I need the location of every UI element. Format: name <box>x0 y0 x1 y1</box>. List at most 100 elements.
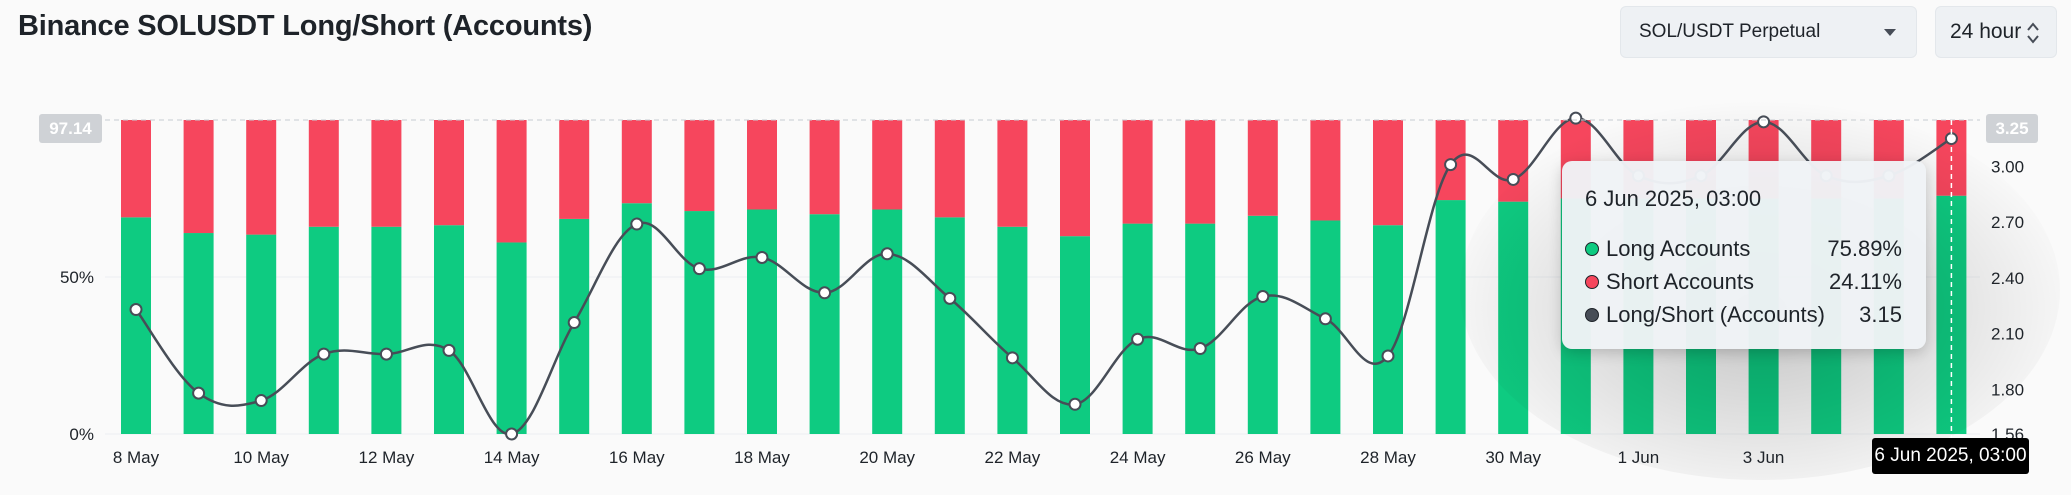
long-bar <box>684 211 715 434</box>
x-tick-label: 10 May <box>233 448 289 467</box>
y-right-tick-label: 2.10 <box>1991 325 2024 344</box>
long-bar <box>183 233 214 434</box>
chevron-down-icon <box>1884 29 1896 36</box>
tooltip: 6 Jun 2025, 03:00 Long Accounts 75.89% S… <box>1562 161 1926 349</box>
y-right-tick-label: 1.80 <box>1991 380 2024 399</box>
long-bar <box>308 226 339 434</box>
right-value-badge-text: 3.25 <box>1995 119 2028 138</box>
ratio-point <box>692 262 706 276</box>
tooltip-label: Short Accounts <box>1606 268 1754 294</box>
ratio-point <box>943 291 957 305</box>
short-bar <box>809 120 840 215</box>
ratio-point <box>1131 332 1145 346</box>
tooltip-title: 6 Jun 2025, 03:00 <box>1585 186 1762 211</box>
crosshair-time-badge: 6 Jun 2025, 03:00 <box>1872 438 2029 474</box>
short-bar <box>246 120 277 235</box>
long-bar <box>621 203 652 434</box>
long-dot-icon <box>1585 241 1599 256</box>
period-select[interactable]: 24 hour <box>1935 6 2057 58</box>
short-bar <box>1060 120 1090 237</box>
long-bar <box>997 226 1028 434</box>
up-down-chevron-icon <box>2027 22 2039 44</box>
ratio-point <box>192 386 206 400</box>
y-left-tick-label: 50% <box>60 268 94 287</box>
short-bar <box>684 120 715 212</box>
short-bar <box>1310 120 1341 221</box>
ratio-point <box>818 286 832 300</box>
short-bar <box>934 120 965 218</box>
short-bar <box>371 120 402 227</box>
ratio-point <box>1569 111 1583 125</box>
right-value-badge <box>1986 114 2038 143</box>
tooltip-value: 24.11% <box>1829 268 1902 294</box>
long-bar <box>496 242 527 434</box>
ratio-point <box>505 427 519 441</box>
short-bar <box>183 120 214 234</box>
ratio-point <box>442 343 456 357</box>
tooltip-label: Long Accounts <box>1606 235 1751 261</box>
ratio-point <box>880 247 894 261</box>
ratio-point <box>1757 115 1771 129</box>
short-bar <box>308 120 339 227</box>
short-bar <box>1373 120 1403 226</box>
tooltip-value: 3.15 <box>1859 301 1902 327</box>
long-bar <box>1435 200 1466 434</box>
long-bar <box>1373 225 1403 434</box>
short-bar <box>496 120 527 243</box>
x-tick-label: 16 May <box>609 448 665 467</box>
short-bar <box>1122 120 1153 224</box>
y-right-tick-label: 3.00 <box>1991 157 2024 176</box>
x-tick-label: 24 May <box>1110 448 1166 467</box>
short-bar <box>434 120 464 226</box>
short-bar <box>1185 120 1216 224</box>
long-bar <box>1247 215 1278 434</box>
long-bar <box>934 217 965 434</box>
symbol-select[interactable]: SOL/USDT Perpetual <box>1620 6 1917 58</box>
x-tick-label: 20 May <box>859 448 915 467</box>
short-bar <box>559 120 590 219</box>
long-bar <box>1185 223 1216 434</box>
long-bar <box>434 225 464 434</box>
period-select-value: 24 hour <box>1950 20 2022 43</box>
ratio-point <box>567 316 581 330</box>
y-right-tick-label: 2.70 <box>1991 213 2024 232</box>
short-bar <box>997 120 1028 227</box>
left-value-badge-text: 97.14 <box>49 119 92 138</box>
short-bar <box>121 120 151 218</box>
ratio-point <box>379 347 393 361</box>
ratio-dot-icon <box>1585 307 1599 322</box>
x-tick-label: 14 May <box>484 448 540 467</box>
axes-group: 8 May 10 May 12 May 14 May 16 May 18 May 20 Ma… <box>60 157 2024 467</box>
short-bar <box>1247 120 1278 216</box>
long-bar <box>371 226 402 434</box>
crosshair: 97.14 3.25 <box>39 114 2038 438</box>
long-bar <box>1122 223 1153 434</box>
symbol-select-value: SOL/USDT Perpetual <box>1639 21 1821 42</box>
x-tick-label: 26 May <box>1235 448 1291 467</box>
y-left-tick-label: 0% <box>69 425 94 444</box>
left-value-badge <box>39 114 102 143</box>
x-tick-label: 30 May <box>1485 448 1541 467</box>
ratio-point <box>1193 342 1207 356</box>
x-tick-label: 28 May <box>1360 448 1416 467</box>
ratio-point <box>1381 349 1395 363</box>
short-bar <box>747 120 777 210</box>
tooltip-row-ratio: Long/Short (Accounts) 3.15 <box>1585 298 1902 331</box>
short-bar <box>872 120 903 210</box>
short-bar <box>621 120 652 204</box>
x-tick-label: 18 May <box>734 448 790 467</box>
ratio-point <box>630 217 644 231</box>
ratio-point <box>254 394 268 408</box>
short-dot-icon <box>1585 274 1599 289</box>
ratio-point <box>1068 397 1082 411</box>
x-tick-label: 3 Jun <box>1743 448 1785 467</box>
tooltip-row-long: Long Accounts 75.89% <box>1585 232 1902 265</box>
ratio-point <box>1444 158 1458 172</box>
ratio-point <box>1256 290 1270 304</box>
long-bar <box>747 209 777 434</box>
x-tick-label: 22 May <box>985 448 1041 467</box>
long-bar <box>809 214 840 434</box>
ratio-point <box>1506 172 1520 186</box>
tooltip-row-short: Short Accounts 24.11% <box>1585 265 1902 298</box>
x-tick-label: 12 May <box>359 448 415 467</box>
